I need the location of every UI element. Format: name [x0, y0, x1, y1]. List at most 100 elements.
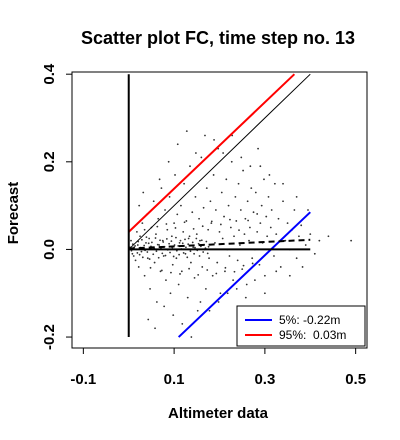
data-point — [140, 238, 143, 241]
data-point — [179, 273, 181, 275]
data-point — [273, 255, 275, 257]
data-point — [204, 287, 207, 290]
data-point — [176, 143, 179, 146]
data-point — [152, 253, 155, 256]
data-point — [220, 191, 223, 194]
data-point — [295, 195, 298, 198]
data-point — [210, 220, 213, 223]
data-point — [313, 252, 316, 255]
x-axis-label: Altimeter data — [168, 405, 269, 422]
data-point — [184, 252, 187, 255]
data-point — [168, 195, 171, 198]
data-point — [134, 259, 137, 262]
data-point — [197, 273, 200, 276]
data-point — [148, 237, 151, 240]
data-point — [188, 235, 191, 238]
identity-line — [128, 73, 311, 250]
data-point — [239, 209, 242, 211]
data-point — [190, 336, 193, 338]
data-point — [215, 272, 218, 275]
data-point — [244, 217, 247, 220]
data-point — [181, 323, 184, 325]
data-point — [139, 235, 141, 238]
data-point — [186, 256, 189, 259]
data-point — [159, 239, 161, 242]
data-point — [189, 250, 192, 253]
data-point — [140, 250, 143, 253]
legend: 5%: -0.22m 95%: 0.03m — [236, 305, 366, 347]
legend-box — [236, 305, 366, 347]
data-point — [195, 233, 198, 235]
data-point — [192, 246, 195, 249]
data-point — [178, 241, 181, 244]
data-point — [256, 213, 259, 215]
data-point — [175, 257, 178, 260]
data-point — [182, 252, 185, 254]
data-point — [227, 204, 230, 207]
data-point — [186, 296, 189, 299]
data-point — [154, 327, 156, 330]
data-point — [245, 283, 248, 286]
data-point — [244, 296, 247, 299]
data-point — [266, 235, 269, 238]
data-point — [265, 215, 268, 218]
data-point — [269, 226, 272, 229]
data-point — [179, 239, 182, 242]
regression-dashed-line — [128, 238, 311, 250]
data-point — [162, 241, 165, 243]
data-point — [252, 211, 255, 214]
data-point — [167, 160, 170, 163]
data-point — [213, 139, 215, 141]
data-point — [174, 227, 177, 229]
data-point — [222, 152, 225, 154]
data-point — [149, 287, 151, 290]
y-tick-label: 0.0 — [41, 239, 58, 260]
legend-label-5pct: 5%: -0.22m — [279, 313, 340, 327]
data-point — [234, 195, 237, 198]
data-point — [180, 270, 183, 273]
data-point — [134, 245, 136, 247]
data-point — [196, 309, 199, 312]
data-point — [145, 241, 147, 244]
data-point — [143, 228, 146, 231]
y-axis: -0.2 0.0 0.2 0.4 — [41, 63, 72, 350]
data-point — [195, 152, 197, 154]
data-point — [298, 235, 300, 238]
data-point — [235, 220, 238, 222]
data-point — [193, 277, 196, 279]
data-point — [282, 182, 284, 185]
data-point — [239, 244, 241, 246]
data-point — [177, 283, 180, 286]
data-point — [260, 204, 263, 207]
data-point — [254, 191, 257, 194]
data-point — [204, 134, 206, 137]
data-point — [138, 204, 141, 207]
data-point — [155, 301, 158, 303]
data-point — [130, 239, 132, 242]
data-point — [172, 255, 175, 258]
data-point — [206, 252, 209, 255]
data-point — [228, 255, 231, 257]
y-tick-label: -0.2 — [41, 324, 58, 350]
data-point — [248, 239, 250, 242]
data-point — [233, 235, 235, 238]
data-point — [205, 187, 208, 189]
data-point — [209, 200, 212, 203]
data-point — [168, 242, 171, 245]
data-point — [160, 269, 163, 272]
data-point — [165, 279, 167, 281]
data-point — [164, 209, 166, 211]
data-point — [194, 195, 197, 198]
data-point — [233, 270, 236, 273]
data-point — [166, 228, 169, 231]
reference-lines — [127, 73, 311, 338]
data-point — [219, 292, 222, 295]
data-point — [138, 253, 141, 256]
data-point — [170, 240, 173, 243]
data-point — [190, 261, 192, 264]
data-point — [307, 209, 309, 211]
data-point — [208, 309, 211, 312]
data-point — [259, 165, 262, 168]
data-point — [147, 318, 150, 321]
data-point — [304, 244, 307, 246]
